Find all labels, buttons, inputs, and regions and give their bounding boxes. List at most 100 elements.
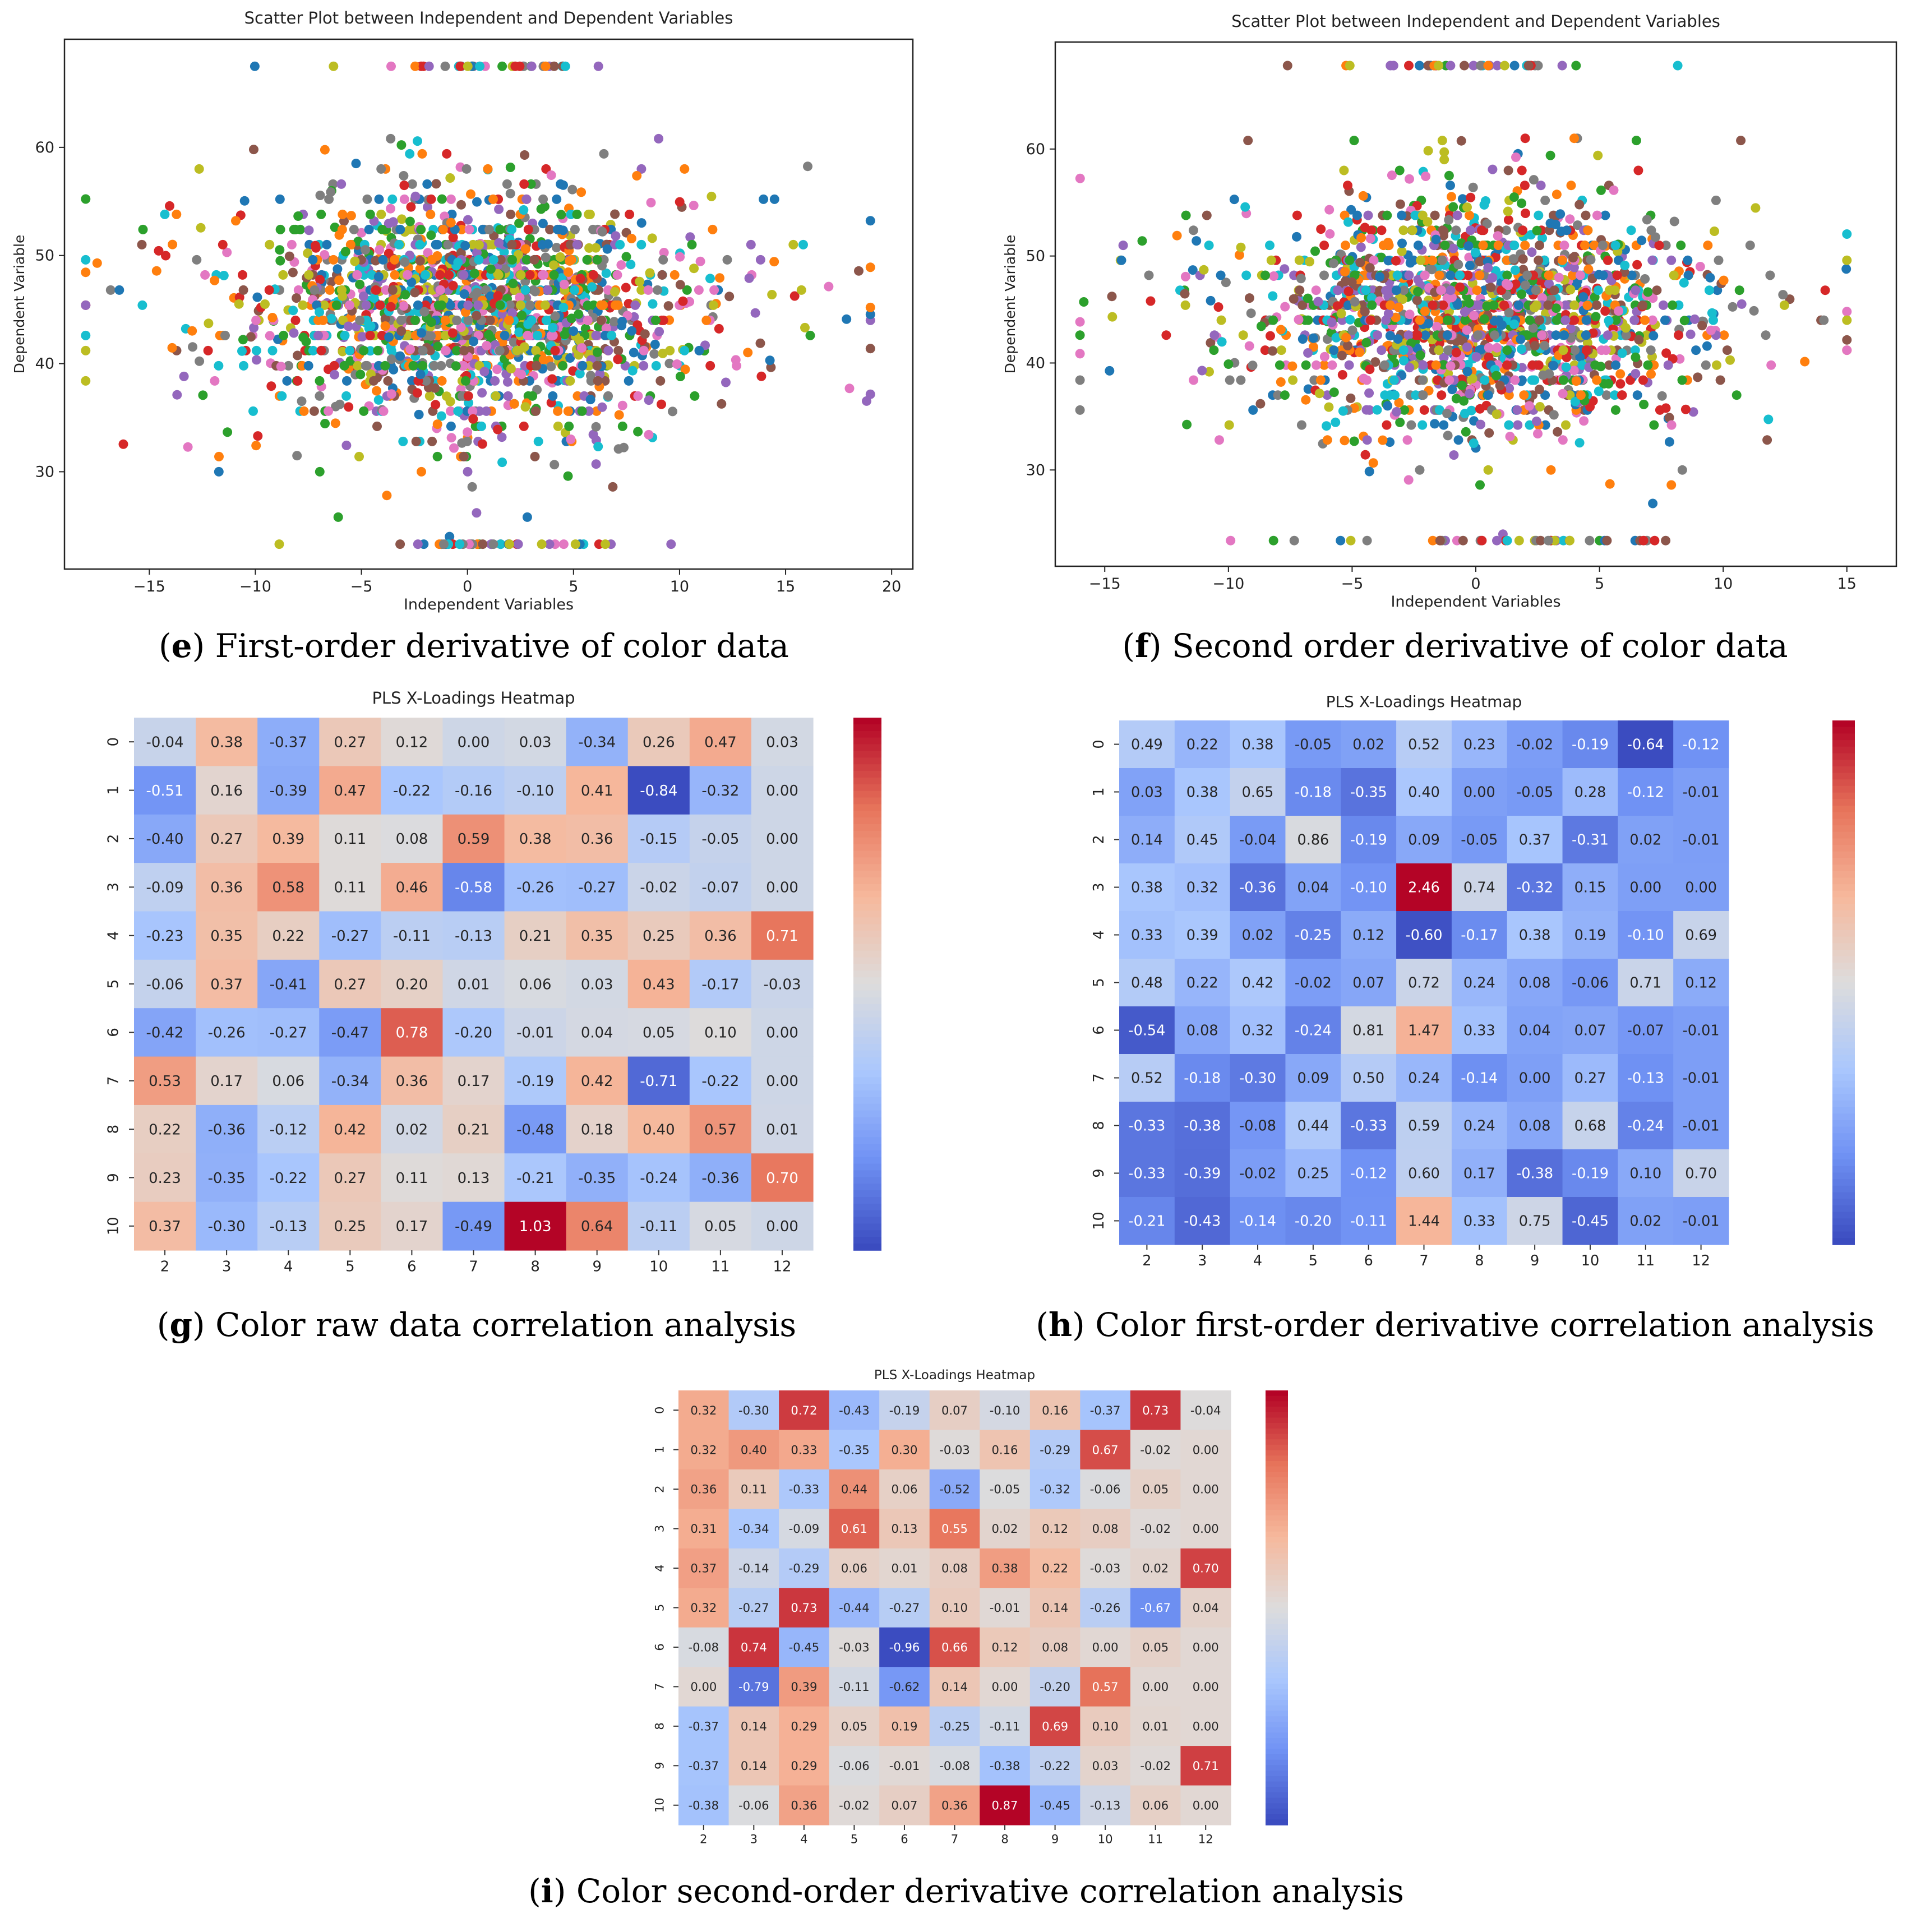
colorbar-segment — [853, 990, 881, 998]
scatter-point — [1686, 329, 1696, 339]
scatter-point — [1766, 360, 1776, 370]
colorbar-segment — [853, 744, 881, 752]
scatter-point — [478, 539, 488, 549]
x-tick-label: 3 — [1198, 1252, 1207, 1269]
scatter-point — [179, 371, 189, 381]
scatter-point — [350, 256, 360, 266]
scatter-point — [1280, 302, 1290, 312]
scatter-point — [495, 345, 505, 355]
colorbar-segment — [853, 1157, 881, 1164]
scatter-point — [520, 402, 530, 412]
heatmap-cell-label: -0.06 — [146, 976, 184, 993]
colorbar-segment — [853, 1117, 881, 1125]
scatter-point — [1188, 225, 1198, 235]
heatmap-cell-label: 0.14 — [1042, 1601, 1068, 1615]
heatmap-cell-label: -0.52 — [939, 1482, 970, 1496]
scatter-point — [188, 342, 197, 352]
scatter-point — [1631, 369, 1641, 378]
scatter-point — [1779, 300, 1789, 310]
heatmap-cell-label: 0.12 — [1352, 927, 1384, 944]
scatter-point — [746, 239, 756, 249]
scatter-point — [440, 330, 450, 340]
scatter-point — [1341, 241, 1350, 251]
heatmap-cell-label: 0.00 — [766, 831, 798, 848]
scatter-point — [1182, 419, 1192, 429]
heatmap-cell-label: 0.55 — [941, 1522, 968, 1536]
scatter-point — [1402, 435, 1412, 445]
scatter-point — [865, 344, 875, 354]
colorbar-segment — [853, 757, 881, 765]
heatmap-cell-label: -0.30 — [1239, 1070, 1276, 1087]
scatter-point — [1398, 345, 1409, 355]
scatter-point — [214, 451, 224, 461]
scatter-point — [384, 248, 394, 258]
heatmap-cell-label: 0.33 — [1463, 1213, 1495, 1230]
scatter-point — [334, 230, 344, 240]
scatter-point — [218, 239, 228, 249]
scatter-point — [508, 279, 518, 289]
scatter-point — [292, 451, 302, 461]
scatter-point — [81, 345, 91, 355]
heatmap-cell-label: -0.11 — [393, 928, 431, 945]
scatter-point — [519, 205, 529, 215]
scatter-point — [1488, 272, 1498, 283]
colorbar-segment — [1832, 740, 1855, 747]
scatter-point — [1661, 403, 1671, 413]
scatter-point — [1559, 330, 1569, 340]
scatter-point — [1751, 203, 1761, 213]
colorbar-segment — [1832, 773, 1855, 780]
scatter-point — [1703, 241, 1713, 251]
scatter-point — [633, 427, 643, 437]
scatter-point — [1490, 330, 1499, 340]
x-tick-label: 20 — [882, 578, 901, 595]
scatter-point — [800, 322, 810, 332]
scatter-point — [387, 194, 398, 204]
scatter-point — [597, 227, 607, 237]
scatter-point — [558, 539, 569, 549]
colorbar-segment — [1832, 1107, 1855, 1115]
heatmap-cell-label: -0.03 — [939, 1443, 970, 1457]
colorbar-segment — [853, 771, 881, 778]
colorbar-segment — [853, 731, 881, 738]
scatter-point — [463, 315, 473, 325]
scatter-point — [695, 256, 705, 266]
scatter-point — [627, 326, 637, 336]
scatter-point — [1745, 241, 1755, 251]
scatter-point — [330, 369, 339, 380]
scatter-point — [1566, 285, 1576, 295]
heatmap-cell-label: -0.38 — [1516, 1166, 1553, 1182]
heatmap-cell-label: -0.24 — [640, 1170, 677, 1187]
scatter-point — [1540, 341, 1550, 351]
scatter-point — [1634, 335, 1644, 345]
y-tick-label: 1 — [1091, 787, 1107, 796]
scatter-point — [709, 285, 719, 295]
heatmap-cell-label: 0.12 — [992, 1640, 1018, 1654]
colorbar-segment — [853, 1137, 881, 1144]
scatter-point — [1393, 302, 1403, 312]
scatter-point — [1350, 297, 1360, 307]
scatter-point — [1322, 435, 1332, 445]
scatter-point — [399, 194, 409, 204]
scatter-point — [231, 216, 241, 226]
scatter-point — [423, 202, 432, 212]
scatter-point — [413, 300, 423, 310]
colorbar-segment — [1832, 1133, 1855, 1140]
scatter-point — [1360, 450, 1370, 460]
scatter-point — [313, 330, 323, 340]
colorbar-segment — [1832, 1028, 1855, 1036]
heatmap-cell-label: -0.27 — [578, 880, 616, 896]
scatter-point — [1444, 215, 1454, 225]
colorbar-segment — [1832, 1146, 1855, 1154]
heatmap-cell-label: -0.01 — [889, 1759, 920, 1773]
heatmap-cell-label: -0.10 — [990, 1403, 1021, 1417]
scatter-point — [493, 269, 503, 279]
scatter-point — [441, 345, 451, 355]
scatter-point — [346, 211, 356, 221]
heatmap-cell-label: 0.12 — [396, 734, 428, 751]
scatter-point — [334, 275, 344, 285]
scatter-point — [1437, 390, 1447, 400]
x-tick-label: 11 — [1637, 1252, 1655, 1269]
scatter-point — [345, 345, 355, 355]
scatter-point — [1225, 375, 1235, 385]
scatter-point — [1568, 253, 1578, 263]
